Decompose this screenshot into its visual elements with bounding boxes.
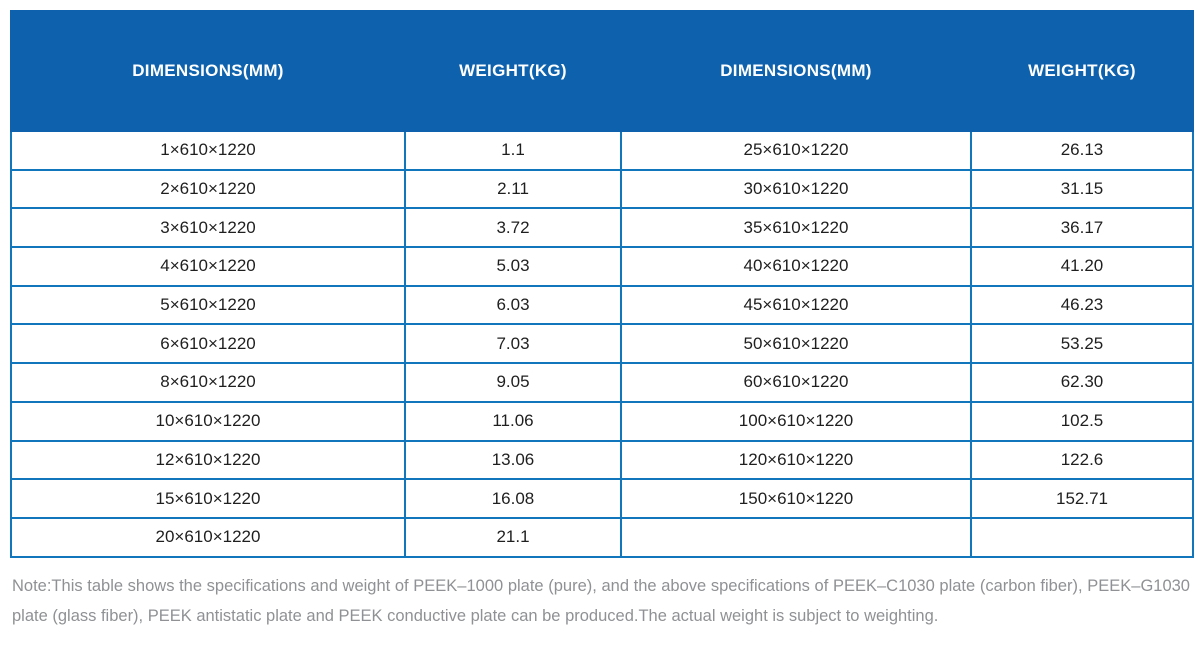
table-row: 1×610×1220 1.1 25×610×1220 26.13 (10, 130, 1194, 171)
dimensions-cell: 35×610×1220 (620, 207, 972, 249)
weight-cell: 1.1 (404, 130, 622, 171)
weight-cell: 31.15 (970, 168, 1194, 210)
weight-cell: 6.03 (404, 284, 622, 326)
table-row: 4×610×1220 5.03 40×610×1220 41.20 (10, 246, 1194, 287)
dimensions-cell: 5×610×1220 (10, 284, 406, 326)
dimensions-cell: 8×610×1220 (10, 362, 406, 403)
table-row: 2×610×1220 2.11 30×610×1220 31.15 (10, 168, 1194, 210)
weight-cell: 13.06 (404, 439, 622, 481)
weight-cell: 26.13 (970, 130, 1194, 171)
dimensions-cell: 12×610×1220 (10, 439, 406, 481)
dimensions-cell: 100×610×1220 (620, 400, 972, 442)
dimensions-cell (620, 516, 972, 558)
weight-cell: 9.05 (404, 362, 622, 403)
dimensions-cell: 30×610×1220 (620, 168, 972, 210)
dimensions-cell: 120×610×1220 (620, 439, 972, 481)
weight-cell: 3.72 (404, 207, 622, 249)
weight-cell (970, 516, 1194, 558)
weight-cell: 2.11 (404, 168, 622, 210)
dimensions-cell: 2×610×1220 (10, 168, 406, 210)
weight-cell: 7.03 (404, 323, 622, 365)
weight-cell: 11.06 (404, 400, 622, 442)
header-row: DIMENSIONS(MM) WEIGHT(KG) DIMENSIONS(MM)… (10, 10, 1194, 132)
dimensions-cell: 45×610×1220 (620, 284, 972, 326)
table-row: 8×610×1220 9.05 60×610×1220 62.30 (10, 362, 1194, 403)
dimensions-cell: 40×610×1220 (620, 246, 972, 287)
column-header-dimensions-right: DIMENSIONS(MM) (620, 10, 972, 132)
dimensions-cell: 25×610×1220 (620, 130, 972, 171)
column-header-weight-right: WEIGHT(KG) (970, 10, 1194, 132)
spec-table: DIMENSIONS(MM) WEIGHT(KG) DIMENSIONS(MM)… (10, 10, 1194, 558)
dimensions-cell: 10×610×1220 (10, 400, 406, 442)
column-header-dimensions-left: DIMENSIONS(MM) (10, 10, 406, 132)
weight-cell: 36.17 (970, 207, 1194, 249)
weight-cell: 16.08 (404, 478, 622, 519)
dimensions-cell: 50×610×1220 (620, 323, 972, 365)
dimensions-cell: 60×610×1220 (620, 362, 972, 403)
table-row: 6×610×1220 7.03 50×610×1220 53.25 (10, 323, 1194, 365)
note-text: Note:This table shows the specifications… (12, 576, 1190, 626)
table-row: 10×610×1220 11.06 100×610×1220 102.5 (10, 400, 1194, 442)
weight-cell: 46.23 (970, 284, 1194, 326)
weight-cell: 102.5 (970, 400, 1194, 442)
spec-table-header: DIMENSIONS(MM) WEIGHT(KG) DIMENSIONS(MM)… (10, 10, 1194, 132)
dimensions-cell: 4×610×1220 (10, 246, 406, 287)
weight-cell: 53.25 (970, 323, 1194, 365)
weight-cell: 152.71 (970, 478, 1194, 519)
table-row: 15×610×1220 16.08 150×610×1220 152.71 (10, 478, 1194, 519)
table-row: 20×610×1220 21.1 (10, 516, 1194, 558)
dimensions-cell: 150×610×1220 (620, 478, 972, 519)
weight-cell: 122.6 (970, 439, 1194, 481)
weight-cell: 62.30 (970, 362, 1194, 403)
table-row: 3×610×1220 3.72 35×610×1220 36.17 (10, 207, 1194, 249)
column-header-weight-left: WEIGHT(KG) (404, 10, 622, 132)
spec-table-body: 1×610×1220 1.1 25×610×1220 26.13 2×610×1220 2… (10, 130, 1194, 558)
dimensions-cell: 3×610×1220 (10, 207, 406, 249)
table-row: 5×610×1220 6.03 45×610×1220 46.23 (10, 284, 1194, 326)
dimensions-cell: 15×610×1220 (10, 478, 406, 519)
table-row: 12×610×1220 13.06 120×610×1220 122.6 (10, 439, 1194, 481)
dimensions-cell: 20×610×1220 (10, 516, 406, 558)
weight-cell: 41.20 (970, 246, 1194, 287)
weight-cell: 5.03 (404, 246, 622, 287)
dimensions-cell: 1×610×1220 (10, 130, 406, 171)
weight-cell: 21.1 (404, 516, 622, 558)
dimensions-cell: 6×610×1220 (10, 323, 406, 365)
